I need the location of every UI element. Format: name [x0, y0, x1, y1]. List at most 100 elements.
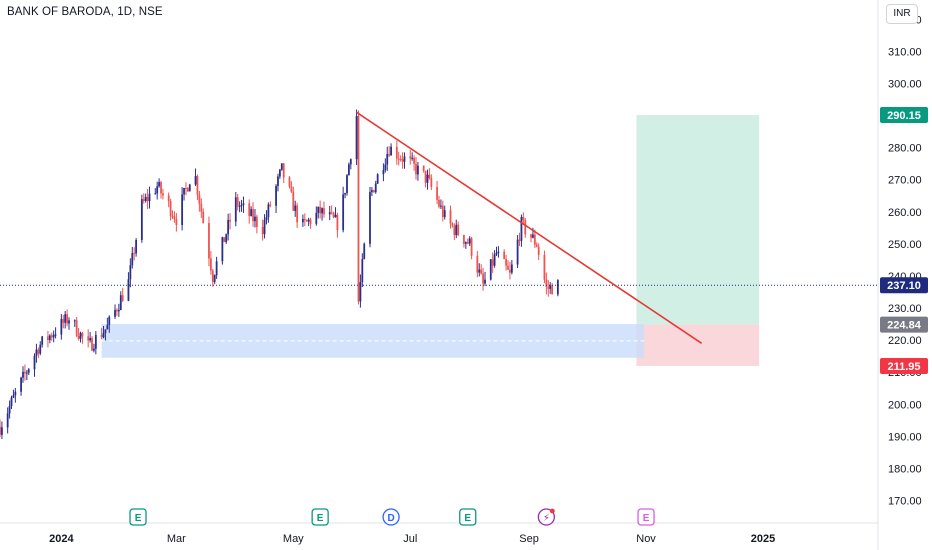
y-tick-label: 280.00: [888, 143, 922, 155]
candle-body: [108, 316, 111, 326]
candle-body: [440, 205, 442, 207]
candle-body: [323, 208, 325, 215]
candle-body: [87, 336, 90, 341]
x-tick-label: Jul: [403, 533, 417, 545]
candle-body: [372, 190, 375, 193]
candle-body: [376, 174, 379, 184]
candle-body: [200, 203, 203, 212]
candle-body: [390, 146, 392, 156]
price-label-bg: [880, 357, 928, 374]
earnings-marker: [459, 508, 477, 526]
candle-body: [545, 279, 548, 287]
candle-body: [382, 170, 385, 175]
candle-body: [451, 223, 454, 226]
candle-body: [395, 146, 398, 159]
candle-body: [227, 219, 230, 235]
candle-body: [167, 195, 170, 202]
candle-body: [135, 239, 138, 254]
candle-body: [24, 371, 26, 374]
candle-body: [411, 157, 414, 159]
candle-body: [27, 369, 30, 373]
candle-body: [522, 216, 525, 220]
x-tick-label: 2025: [751, 533, 775, 545]
candle-body: [234, 197, 237, 222]
candle-body: [142, 199, 145, 201]
candle-body: [169, 201, 172, 217]
candle-body: [401, 159, 404, 162]
candle-body: [524, 219, 527, 235]
candle-body: [443, 210, 446, 217]
candle-body: [77, 335, 80, 339]
candle-body: [374, 183, 377, 193]
candle-body: [121, 295, 124, 301]
candle-body: [478, 269, 481, 273]
candle-body: [104, 329, 107, 334]
candle-body: [160, 182, 162, 194]
candle-body: [509, 269, 511, 273]
candle-body: [330, 212, 333, 214]
candle-body: [47, 336, 49, 341]
candle-body: [12, 395, 15, 398]
target-zone: [636, 115, 760, 325]
candle-body: [292, 191, 295, 211]
candle-body: [489, 259, 492, 280]
candle-body: [188, 184, 191, 192]
y-tick-label: 170.00: [888, 496, 922, 508]
candle-body: [436, 187, 438, 200]
currency-button[interactable]: INR: [886, 4, 918, 24]
candle-body: [424, 170, 427, 183]
candle-body: [117, 309, 120, 312]
stop-zone: [636, 324, 760, 366]
candle-body: [399, 158, 402, 160]
candle-body: [54, 334, 57, 336]
candle-body: [403, 156, 406, 162]
x-tick-label: Sep: [519, 533, 539, 545]
candle-body: [52, 334, 55, 338]
candle-body: [175, 219, 178, 225]
candle-body: [457, 224, 460, 236]
candle-body: [388, 153, 391, 156]
candle-body: [303, 218, 306, 221]
candle-body: [162, 193, 164, 196]
candle-body: [497, 251, 500, 253]
candle-body: [455, 224, 458, 236]
earnings-marker: [311, 508, 329, 526]
candle-body: [148, 193, 151, 202]
candle-body: [334, 214, 337, 218]
candle-body: [449, 210, 452, 224]
candle-body: [229, 219, 231, 222]
y-tick-label: 250.00: [888, 239, 922, 251]
candle-body: [33, 355, 36, 370]
earnings-marker: [637, 508, 655, 526]
candle-body: [305, 220, 308, 222]
candle-body: [186, 188, 189, 192]
candle-body: [202, 211, 205, 224]
candle-body: [332, 212, 335, 218]
candle-body: [238, 205, 241, 207]
candle-body: [315, 212, 318, 224]
candle-body: [127, 279, 130, 301]
candle-body: [94, 334, 97, 349]
candle-body: [428, 174, 431, 178]
candle-body: [144, 196, 147, 201]
candle-body: [68, 320, 70, 324]
candle-body: [549, 285, 552, 289]
candle-body: [225, 234, 228, 243]
candle-body: [48, 335, 51, 341]
candle-body: [530, 234, 532, 238]
candle-body: [463, 235, 465, 244]
candle-body: [102, 333, 105, 338]
candle-body: [106, 325, 109, 330]
candle-body: [464, 242, 467, 244]
candle-body: [73, 320, 76, 322]
candle-body: [495, 252, 498, 255]
candle-body: [426, 174, 429, 183]
candle-body: [154, 193, 157, 195]
price-label-bg: [880, 107, 928, 124]
candle-body: [415, 163, 417, 175]
y-tick-label: 180.00: [888, 463, 922, 475]
candle-body: [422, 165, 425, 171]
y-tick-label: 230.00: [888, 303, 922, 315]
candle-body: [533, 234, 536, 245]
